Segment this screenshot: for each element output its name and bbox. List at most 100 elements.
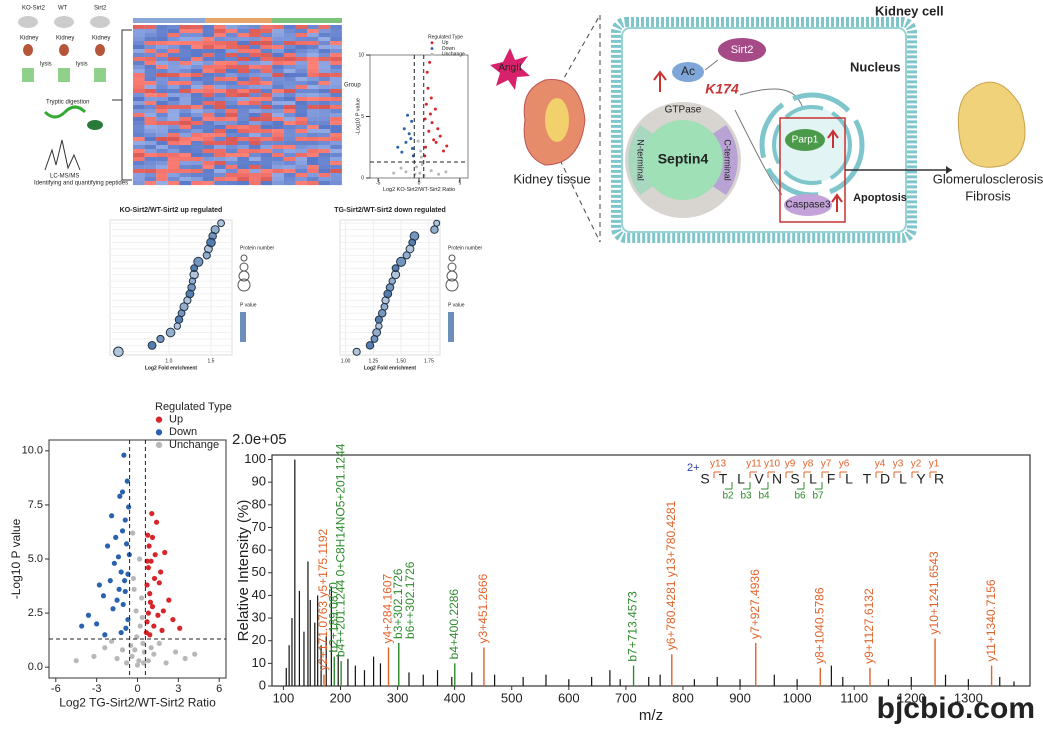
point — [147, 599, 154, 605]
x-tick-label: 400 — [444, 690, 466, 705]
heat-cell — [133, 73, 145, 78]
heat-cell — [156, 117, 168, 122]
heat-cell — [295, 97, 308, 102]
heat-cell — [330, 161, 342, 166]
x-tick-label: 900 — [729, 690, 751, 705]
heat-cell — [318, 65, 331, 70]
b-ion-bracket — [797, 482, 805, 490]
heat-cell — [330, 177, 342, 182]
legend-bubble — [448, 254, 456, 262]
x-tick-label: 800 — [672, 690, 694, 705]
heat-cell — [249, 65, 261, 70]
heat-cell — [260, 85, 273, 90]
heat-cell — [272, 137, 284, 142]
heat-cell — [225, 101, 238, 106]
point — [410, 146, 414, 150]
heat-cell — [237, 157, 250, 162]
c-terminal-label: C-terminal — [723, 139, 733, 181]
heat-cell — [237, 45, 250, 50]
heat-cell — [225, 97, 238, 102]
heat-cell — [249, 109, 261, 114]
x-tick-label: 5 — [458, 180, 461, 186]
heat-cell — [330, 121, 342, 126]
heat-cell — [318, 105, 331, 110]
heat-cell — [156, 177, 168, 182]
point — [410, 119, 414, 123]
point — [144, 558, 150, 564]
heat-cell — [237, 181, 250, 186]
b-ion-bracket — [725, 482, 733, 490]
ion-label: y11+1340.7156 — [984, 579, 998, 662]
scale-label: 2.0e+05 — [232, 431, 287, 448]
point — [118, 569, 124, 575]
heat-cell — [307, 173, 319, 178]
heat-cell — [133, 125, 145, 130]
heat-cell — [167, 37, 180, 42]
heat-cell — [307, 73, 319, 78]
heat-cell — [330, 141, 342, 146]
heat-cell — [144, 89, 157, 94]
heat-cell — [167, 157, 180, 162]
heat-cell — [237, 149, 250, 154]
heat-cell — [307, 25, 319, 30]
heat-cell — [318, 125, 331, 130]
point — [420, 162, 424, 166]
y-ion-label: y1 — [929, 459, 940, 470]
bubble — [396, 256, 407, 267]
heat-cell — [144, 125, 157, 130]
nucleus-label: Nucleus — [850, 59, 901, 74]
heat-cell — [167, 101, 180, 106]
heat-cell — [202, 125, 215, 130]
heat-cell — [179, 65, 192, 70]
heat-cell — [260, 33, 273, 38]
y-tick-label: 70 — [252, 519, 266, 534]
heat-cell — [295, 121, 308, 126]
heat-cell — [225, 77, 238, 82]
heat-cell — [191, 77, 203, 82]
heat-cell — [156, 161, 168, 166]
heat-cell — [249, 169, 261, 174]
heat-cell — [144, 45, 157, 50]
heat-cell — [202, 169, 215, 174]
heat-cell — [191, 69, 203, 74]
residue: L — [809, 471, 817, 487]
point — [402, 127, 406, 131]
group-label: Sirt2 — [94, 6, 107, 12]
heat-cell — [295, 89, 308, 94]
heat-cell — [260, 137, 273, 142]
heat-cell — [191, 53, 203, 58]
heat-cell — [283, 77, 296, 82]
point — [430, 121, 434, 125]
heat-cell — [307, 157, 319, 162]
point — [121, 578, 128, 584]
heat-cell — [283, 101, 296, 106]
heat-cell — [202, 33, 215, 38]
tissue-label: Kidney — [92, 36, 110, 42]
heat-cell — [249, 117, 261, 122]
heat-cell — [167, 33, 180, 38]
heat-cell — [283, 105, 296, 110]
heat-cell — [191, 169, 203, 174]
point — [117, 493, 123, 499]
point — [163, 660, 169, 666]
heat-cell — [167, 169, 180, 174]
heat-cell — [144, 117, 157, 122]
legend-bubble — [447, 262, 457, 272]
heat-cell — [179, 133, 192, 138]
heat-cell — [202, 97, 215, 102]
parp-label: Parp1 — [792, 135, 819, 146]
y-ion-label: y6 — [839, 459, 850, 470]
heat-cell — [272, 81, 284, 86]
heat-cell — [179, 121, 192, 126]
ion-label: b4++201.1244 0+C8H14NO5+201.1244 — [333, 443, 347, 657]
point — [404, 140, 408, 144]
heat-cell — [202, 137, 215, 142]
heat-cell — [272, 113, 284, 118]
heat-cell — [202, 37, 215, 42]
heat-cell — [214, 37, 226, 42]
point — [427, 129, 431, 133]
heat-cell — [318, 81, 331, 86]
heat-cell — [283, 65, 296, 70]
heat-cell — [144, 153, 157, 158]
bubble — [391, 270, 401, 280]
